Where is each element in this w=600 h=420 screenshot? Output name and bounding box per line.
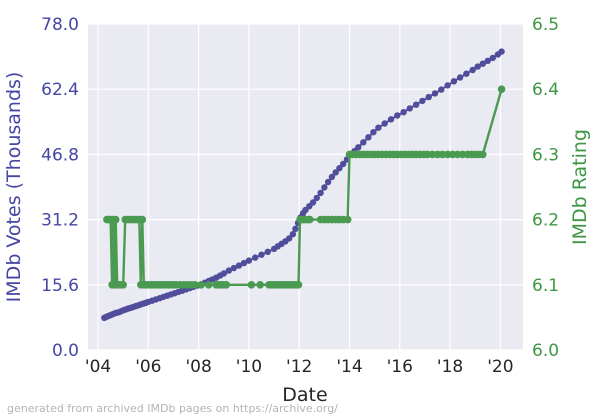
rating-point (256, 281, 265, 289)
votes-point (360, 139, 367, 146)
rating-point (111, 215, 120, 224)
votes-point (412, 101, 420, 108)
left-tick-label: 46.8 (41, 145, 79, 165)
rating-point (306, 215, 314, 224)
votes-point (394, 112, 401, 119)
left-tick-label: 15.6 (41, 276, 79, 296)
votes-point (419, 97, 426, 105)
right-tick-label: 6.4 (532, 80, 559, 100)
rating-point (343, 215, 352, 224)
right-tick-label: 6.2 (532, 211, 559, 231)
votes-point (328, 173, 336, 181)
votes-point (489, 54, 496, 62)
x-tick-label: '08 (185, 357, 211, 377)
x-tick-label: '20 (487, 357, 513, 377)
rating-point (222, 281, 231, 289)
votes-point (220, 270, 227, 277)
votes-point (309, 199, 317, 206)
right-tick-label: 6.1 (532, 276, 559, 296)
x-tick-label: '10 (236, 357, 262, 377)
rating-point (247, 281, 256, 289)
x-tick-label: '14 (336, 357, 362, 377)
votes-point (406, 105, 413, 112)
votes-point (313, 194, 320, 202)
votes-point (240, 259, 248, 267)
x-axis-label: Date (282, 384, 327, 406)
rating-point (479, 150, 487, 159)
left-tick-label: 31.2 (41, 211, 79, 231)
votes-point (450, 78, 458, 85)
votes-point (225, 267, 232, 274)
votes-point (479, 60, 486, 67)
rating-point (204, 281, 213, 289)
x-axis-tick-labels: '04 '06 '08 '10 '12 '14 '16 '18 '20 (85, 357, 514, 377)
right-tick-label: 6.0 (532, 341, 559, 361)
rating-point (138, 215, 147, 224)
votes-point (332, 169, 339, 176)
left-tick-label: 0.0 (52, 341, 79, 361)
votes-point (230, 264, 237, 272)
y-axis-label-left: IMDb Votes (Thousands) (3, 72, 25, 303)
votes-point (355, 144, 362, 151)
votes-point (317, 189, 324, 197)
votes-point (258, 251, 265, 258)
votes-point (340, 160, 347, 168)
votes-point (321, 184, 328, 191)
votes-point (289, 231, 297, 238)
votes-point (375, 124, 382, 131)
rating-point (294, 281, 303, 289)
votes-point (456, 74, 464, 81)
rating-point (191, 281, 199, 289)
votes-point (365, 134, 372, 141)
votes-point (484, 57, 491, 64)
right-axis-tick-labels: 6.5 6.4 6.3 6.2 6.1 6.0 (532, 15, 559, 361)
votes-point (336, 165, 343, 172)
rating-series (103, 85, 506, 289)
footer-note: generated from archived IMDb pages on ht… (7, 402, 338, 415)
votes-point (474, 63, 481, 70)
votes-point (235, 262, 243, 269)
votes-point (324, 178, 332, 186)
y-axis-label-right: IMDb Rating (569, 129, 591, 245)
rating-point (197, 281, 205, 289)
votes-point (286, 235, 293, 242)
votes-point (264, 248, 271, 255)
rating-point (119, 281, 127, 289)
x-tick-label: '18 (437, 357, 463, 377)
x-tick-label: '16 (387, 357, 413, 377)
x-tick-label: '12 (286, 357, 312, 377)
votes-point (387, 116, 395, 123)
votes-point (381, 120, 388, 127)
votes-point (425, 93, 432, 101)
votes-point (438, 86, 445, 93)
rating-point (497, 85, 506, 93)
x-tick-label: '06 (135, 357, 161, 377)
votes-point (498, 48, 505, 55)
right-tick-label: 6.5 (532, 15, 559, 35)
votes-point (469, 66, 476, 74)
left-tick-label: 62.4 (41, 80, 79, 100)
votes-point (400, 109, 407, 116)
gridlines (88, 23, 523, 351)
votes-point (431, 90, 439, 97)
x-tick-label: '04 (85, 357, 111, 377)
left-axis-tick-labels: 78.0 62.4 46.8 31.2 15.6 0.0 (41, 15, 79, 361)
votes-point (292, 225, 299, 232)
votes-point (245, 257, 253, 264)
votes-point (463, 70, 470, 77)
votes-point (444, 82, 451, 89)
right-tick-label: 6.3 (532, 145, 559, 165)
votes-point (370, 129, 377, 136)
left-tick-label: 78.0 (41, 15, 79, 35)
votes-point (252, 254, 259, 261)
